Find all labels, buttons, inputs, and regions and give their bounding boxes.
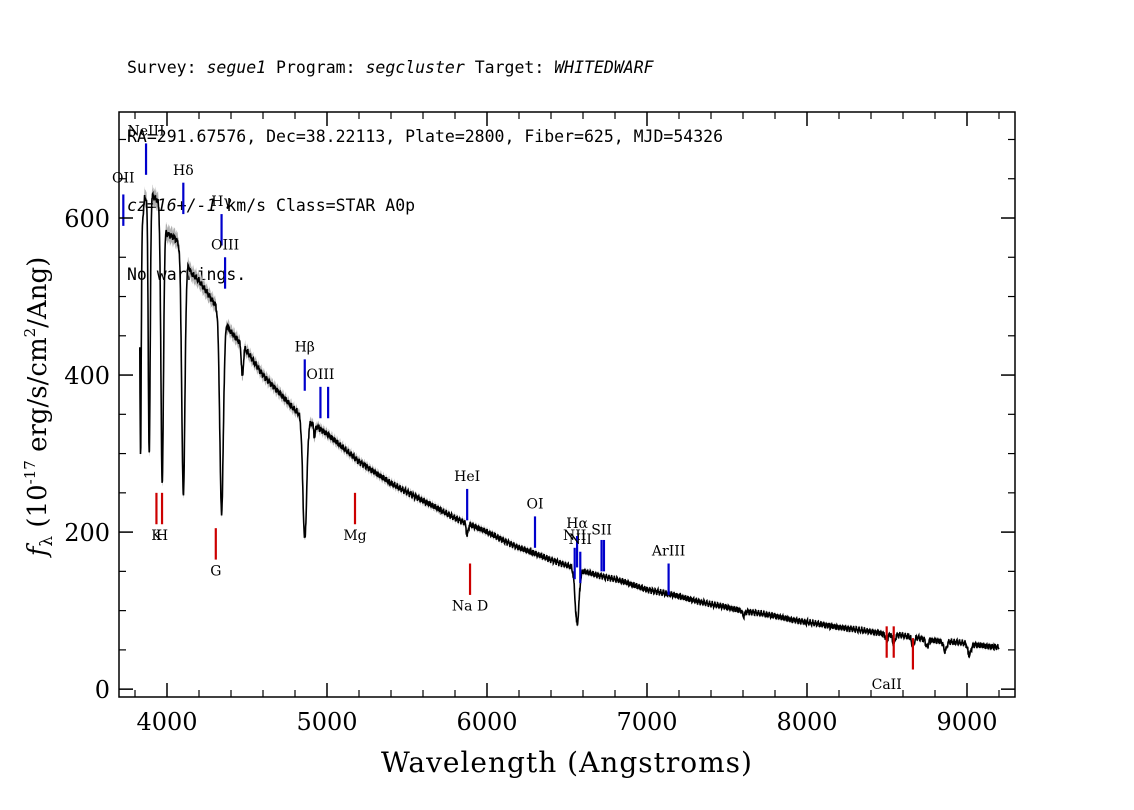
line-marker-layer: OIINeIIIHδHγOIIIHβOIIIHeIOINIIHαNIISIIAr… bbox=[112, 124, 915, 693]
target-value: WHITEDWARF bbox=[554, 58, 654, 77]
error-band-layer bbox=[139, 184, 1000, 659]
redshift-value: cz=16+/-1 bbox=[127, 196, 217, 215]
program-label: Program: bbox=[276, 58, 356, 77]
y-tick-label: 0 bbox=[95, 676, 110, 704]
x-tick-label: 7000 bbox=[616, 708, 677, 736]
target-label: Target: bbox=[474, 58, 545, 77]
x-tick-label: 6000 bbox=[456, 708, 517, 736]
program-value: segcluster bbox=[365, 58, 465, 77]
absorption-marker-label: K bbox=[151, 528, 162, 544]
x-tick-label: 5000 bbox=[296, 708, 357, 736]
absorption-marker-label: H bbox=[156, 528, 168, 544]
survey-value: segue1 bbox=[206, 58, 267, 77]
emission-marker-label: HeI bbox=[454, 469, 480, 485]
plot-frame bbox=[118, 111, 1016, 698]
survey-label: Survey: bbox=[127, 58, 197, 77]
header-line-3: cz=16+/-1 km/s Class=STAR A0p bbox=[127, 194, 723, 217]
emission-marker-label: SII bbox=[591, 522, 612, 538]
x-tick-label: 8000 bbox=[776, 708, 837, 736]
emission-marker-label: Hγ bbox=[211, 194, 232, 210]
emission-marker-label: NeIII bbox=[127, 124, 164, 140]
emission-marker-label: Hδ bbox=[173, 163, 194, 179]
emission-marker-label: ArIII bbox=[651, 544, 685, 560]
axis-ticks-layer: 4000 5000 6000 7000 8000 9000 0 200 400 600 bbox=[64, 112, 1015, 736]
x-tick-label: 4000 bbox=[136, 708, 197, 736]
emission-marker-label: Hα bbox=[566, 516, 588, 532]
emission-marker-label: OIII bbox=[211, 237, 239, 253]
header-line-2: RA=291.67576, Dec=38.22113, Plate=2800, … bbox=[127, 127, 724, 146]
y-axis-label-text: fλ (10-17 erg/s/cm2/Ang) bbox=[21, 257, 57, 559]
absorption-marker-label: Mg bbox=[343, 528, 366, 544]
emission-marker-label: Hβ bbox=[295, 339, 315, 355]
x-axis-label: Wavelength (Angstroms) bbox=[381, 746, 753, 779]
absorption-marker-label: Na D bbox=[452, 599, 488, 615]
absorption-marker-label: G bbox=[210, 563, 221, 579]
error-band bbox=[139, 184, 1000, 659]
y-tick-label: 400 bbox=[64, 362, 110, 390]
y-tick-label: 200 bbox=[64, 519, 110, 547]
emission-marker-label: NII bbox=[563, 528, 586, 544]
absorption-marker-label: CaII bbox=[872, 677, 902, 693]
emission-marker-label: OI bbox=[526, 497, 543, 513]
header-line-1: Survey: segue1 Program: segcluster Targe… bbox=[127, 56, 723, 79]
y-axis-label: fλ (10-17 erg/s/cm2/Ang) bbox=[21, 257, 57, 559]
class-value: km/s Class=STAR A0p bbox=[216, 196, 416, 215]
emission-marker-label: NII bbox=[569, 532, 592, 548]
spectrum-series bbox=[139, 190, 1000, 659]
emission-marker-label: OIII bbox=[306, 367, 334, 383]
y-tick-label: 600 bbox=[64, 205, 110, 233]
spectrum-header: Survey: segue1 Program: segcluster Targe… bbox=[127, 10, 723, 309]
spectrum-line-layer bbox=[139, 190, 1000, 659]
x-tick-label: 9000 bbox=[936, 708, 997, 736]
